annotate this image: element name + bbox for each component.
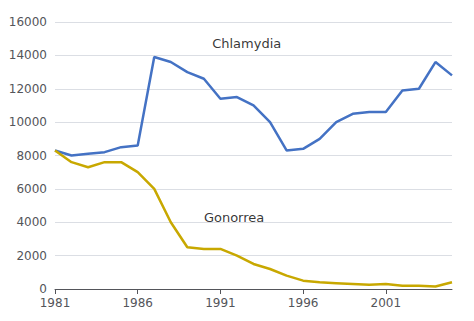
svg-text:10000: 10000 (9, 115, 47, 129)
svg-text:2001: 2001 (371, 296, 402, 310)
svg-text:Chlamydia: Chlamydia (212, 36, 281, 51)
svg-text:1996: 1996 (288, 296, 319, 310)
svg-text:6000: 6000 (16, 182, 47, 196)
svg-text:12000: 12000 (9, 82, 47, 96)
svg-text:4000: 4000 (16, 215, 47, 229)
svg-text:1986: 1986 (122, 296, 153, 310)
svg-text:Gonorrea: Gonorrea (204, 210, 264, 225)
svg-text:1981: 1981 (40, 296, 71, 310)
svg-text:1991: 1991 (205, 296, 236, 310)
svg-text:16000: 16000 (9, 15, 47, 29)
svg-text:0: 0 (39, 282, 47, 296)
svg-text:2000: 2000 (16, 249, 47, 263)
svg-text:14000: 14000 (9, 48, 47, 62)
svg-text:8000: 8000 (16, 149, 47, 163)
